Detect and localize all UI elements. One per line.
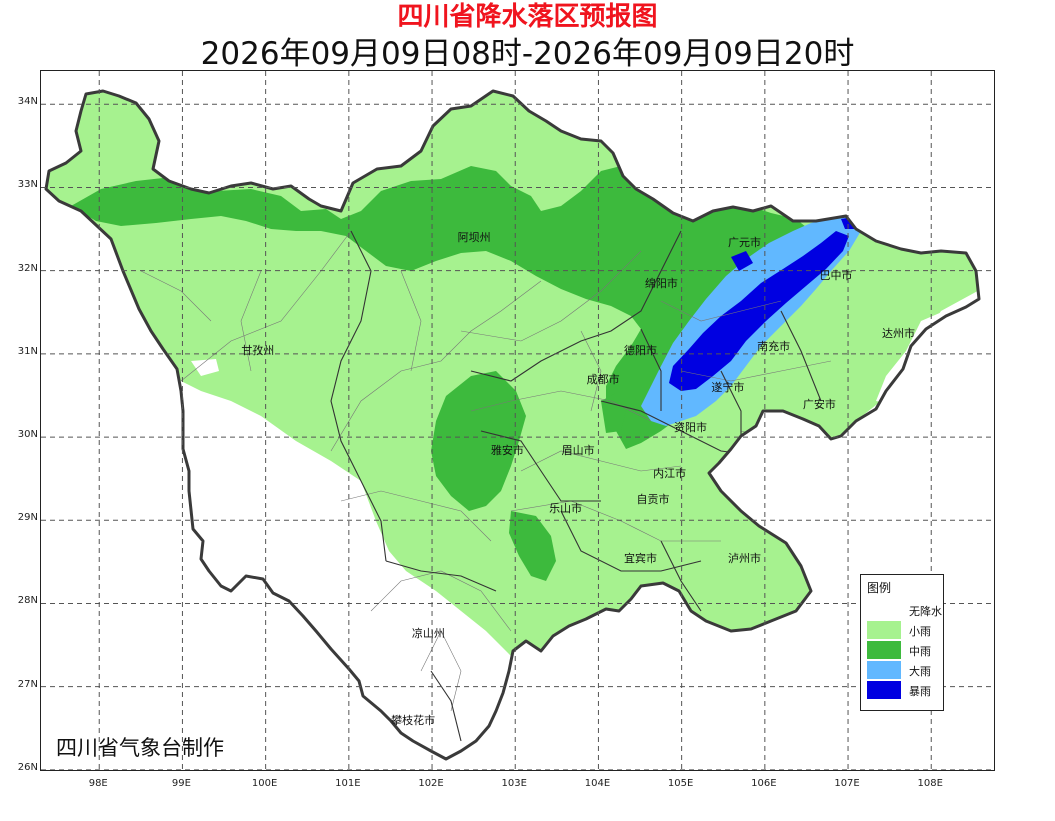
lat-tick-label: 33N [17,179,38,191]
city-label: 广元市 [728,235,762,249]
legend-item: 暴雨 [867,681,943,699]
legend-item: 大雨 [867,661,943,679]
legend-item: 小雨 [867,621,943,639]
city-label: 阿坝州 [457,231,491,245]
city-label: 自贡市 [636,493,670,507]
lat-tick-label: 31N [17,345,38,357]
legend-item: 无降水 [867,601,943,619]
legend-label: 小雨 [909,625,931,638]
graticule [41,71,994,770]
legend-swatch [867,661,901,679]
legend-label: 无降水 [909,605,942,618]
legend-swatch [867,681,901,699]
map-frame [40,70,995,771]
lon-tick-label: 104E [584,778,611,789]
legend-title: 图例 [867,581,892,595]
city-label: 攀枝花市 [391,713,436,727]
city-label: 泸州市 [728,551,762,565]
legend-swatch [867,601,901,619]
city-label: 雅安市 [490,443,524,457]
city-label: 眉山市 [561,443,595,457]
legend-swatch [867,641,901,659]
forecast-period: 2026年09月09日08时-2026年09月09日20时 [200,36,855,72]
city-label: 成都市 [586,372,620,386]
lon-tick-label: 106E [751,778,777,789]
legend-swatch [867,621,901,639]
city-label: 宜宾市 [624,551,658,565]
legend: 图例 无降水小雨中雨大雨暴雨 [860,574,944,711]
legend-label: 暴雨 [909,685,931,698]
precipitation-map [41,71,994,770]
city-label: 乐山市 [549,501,583,515]
lat-tick-label: 32N [17,262,38,274]
lon-tick-label: 98E [88,778,108,789]
city-label: 绵阳市 [644,277,678,291]
legend-label: 中雨 [909,645,931,658]
lon-tick-label: 101E [335,778,361,789]
map-title: 四川省降水落区预报图 [397,2,658,32]
lat-tick-label: 34N [17,96,38,108]
city-label: 广安市 [802,397,836,411]
lat-tick-label: 30N [17,429,38,441]
city-label: 巴中市 [819,268,853,282]
credit-text: 四川省气象台制作 [56,736,224,760]
lat-tick-label: 26N [17,761,38,773]
lat-tick-label: 27N [17,678,38,690]
lon-tick-label: 99E [171,778,191,789]
city-label: 南充市 [757,339,791,353]
city-label: 遂宁市 [711,381,745,395]
city-label: 达州市 [881,327,915,341]
legend-label: 大雨 [909,665,931,678]
lon-tick-label: 105E [667,778,694,789]
city-label: 内江市 [653,466,687,480]
lon-tick-label: 100E [251,778,278,789]
lat-tick-label: 28N [17,595,38,607]
city-label: 德阳市 [624,343,658,357]
lon-tick-label: 107E [834,778,860,789]
lon-tick-label: 108E [917,778,943,789]
lon-tick-label: 102E [418,778,444,789]
lat-tick-label: 29N [17,512,38,524]
legend-item: 中雨 [867,641,943,659]
city-label: 凉山州 [411,626,445,640]
lon-tick-label: 103E [501,778,527,789]
city-label: 资阳市 [673,421,707,435]
city-label: 甘孜州 [241,343,275,357]
